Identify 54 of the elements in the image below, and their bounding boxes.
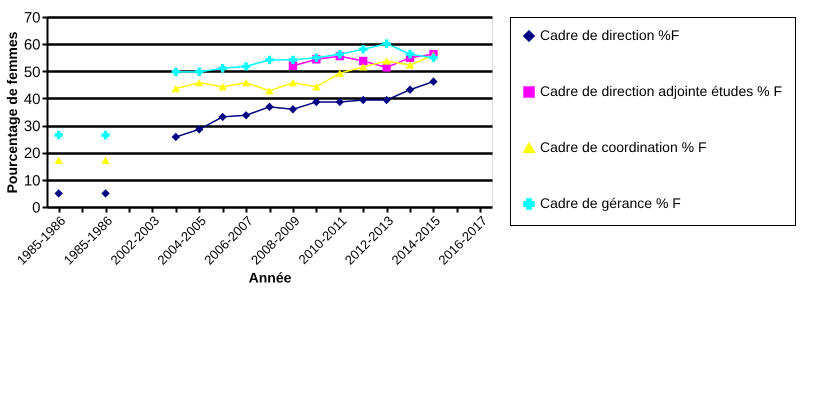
point xyxy=(429,54,438,62)
point xyxy=(54,130,63,140)
y-tick-label: 20 xyxy=(24,145,40,162)
legend-label: Cadre de direction %F xyxy=(540,27,680,43)
point xyxy=(242,62,250,71)
point xyxy=(172,68,180,76)
point xyxy=(195,125,204,134)
point xyxy=(101,189,110,198)
point xyxy=(382,39,391,48)
point xyxy=(312,98,321,106)
y-tick-label: 50 xyxy=(24,64,40,81)
y-tick-label: 0 xyxy=(32,200,40,216)
point xyxy=(359,56,368,66)
point xyxy=(218,64,227,72)
y-tick-label: 40 xyxy=(24,90,40,108)
point xyxy=(288,105,298,114)
y-tick-label: 70 xyxy=(24,10,40,26)
point xyxy=(359,45,368,54)
point xyxy=(406,50,414,58)
point xyxy=(312,83,321,90)
point xyxy=(218,83,227,90)
y-axis-title: Pourcentage de femmes xyxy=(4,31,20,194)
point xyxy=(265,56,274,64)
point xyxy=(195,79,204,86)
point xyxy=(359,96,368,104)
point xyxy=(429,77,438,86)
point xyxy=(336,70,344,77)
legend-label: Cadre de gérance % F xyxy=(540,195,681,211)
point xyxy=(359,63,368,71)
point xyxy=(265,102,274,112)
point xyxy=(101,156,110,164)
point xyxy=(336,98,344,106)
point xyxy=(101,130,110,140)
y-tick-label: 10 xyxy=(24,172,40,190)
y-tick-label: 60 xyxy=(24,36,40,54)
point xyxy=(54,189,63,198)
point xyxy=(382,57,391,65)
point xyxy=(172,132,180,142)
legend-label: Cadre de coordination % F xyxy=(540,139,707,155)
point xyxy=(288,79,298,86)
point xyxy=(242,111,250,120)
legend-label: Cadre de direction adjointe études % F xyxy=(540,83,782,99)
point xyxy=(218,112,227,122)
point xyxy=(288,56,298,64)
point xyxy=(54,156,63,164)
x-axis-title: Année xyxy=(248,270,292,286)
point xyxy=(195,68,204,76)
y-tick-label: 30 xyxy=(24,118,40,136)
point xyxy=(382,96,391,104)
point xyxy=(172,85,180,92)
point xyxy=(406,61,414,69)
point xyxy=(265,87,274,94)
point xyxy=(242,79,250,86)
point xyxy=(406,86,414,94)
